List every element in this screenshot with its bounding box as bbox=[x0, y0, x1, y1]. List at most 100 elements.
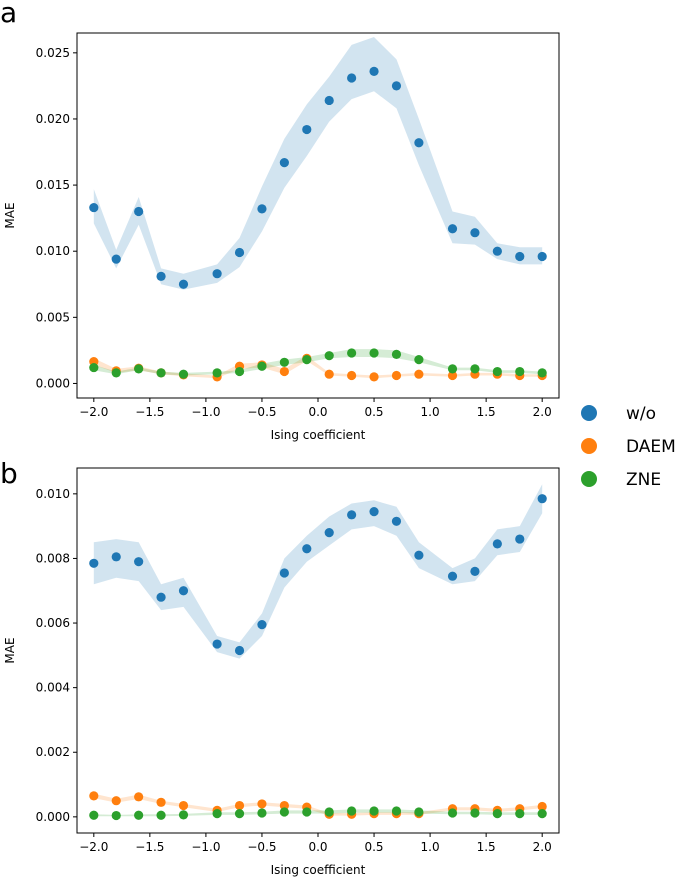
x-tick-label-b: 0.0 bbox=[308, 840, 327, 854]
y-tick-label-a: 0.010 bbox=[36, 244, 70, 258]
legend-marker-daem bbox=[581, 438, 597, 454]
band-wo-a bbox=[93, 37, 543, 290]
y-tick-label-b: 0.004 bbox=[36, 681, 70, 695]
point-wo-b bbox=[234, 645, 245, 656]
point-wo-b bbox=[391, 516, 402, 526]
point-wo-b bbox=[212, 639, 222, 649]
point-zne-a bbox=[302, 355, 312, 365]
point-wo-b bbox=[178, 586, 189, 596]
point-zne-a bbox=[212, 368, 222, 378]
legend-label-daem: DAEM bbox=[626, 437, 676, 457]
point-zne-b bbox=[302, 807, 312, 817]
point-wo-a bbox=[89, 202, 99, 213]
x-axis-label-b: Ising coefficient bbox=[271, 863, 366, 877]
legend-entry-zne: ZNE bbox=[581, 470, 661, 490]
point-zne-a bbox=[515, 366, 525, 377]
point-wo-b bbox=[324, 528, 334, 538]
point-wo-b bbox=[369, 507, 379, 517]
point-wo-a bbox=[369, 66, 379, 76]
x-tick-label-b: 1.5 bbox=[477, 840, 496, 854]
point-zne-b bbox=[111, 810, 121, 821]
point-zne-b bbox=[470, 808, 480, 818]
legend-entry-daem: DAEM bbox=[581, 437, 676, 457]
point-wo-b bbox=[134, 557, 144, 567]
point-zne-b bbox=[89, 810, 99, 820]
point-zne-b bbox=[212, 809, 222, 819]
point-daem-a bbox=[369, 372, 379, 382]
point-wo-a bbox=[414, 138, 424, 148]
band-daem-b bbox=[93, 793, 543, 816]
point-zne-b bbox=[279, 807, 289, 817]
y-tick-label-b: 0.010 bbox=[36, 487, 70, 501]
band-daem-a bbox=[93, 355, 543, 379]
point-zne-a bbox=[111, 368, 121, 378]
point-daem-b bbox=[156, 797, 166, 807]
point-zne-b bbox=[134, 810, 144, 820]
point-daem-b bbox=[257, 799, 267, 809]
point-wo-b bbox=[347, 510, 357, 520]
point-wo-b bbox=[156, 592, 166, 602]
x-tick-label-b: −2.0 bbox=[79, 840, 108, 854]
plot-frame-b bbox=[76, 467, 560, 834]
point-wo-a bbox=[391, 81, 402, 91]
x-tick-label-a: 1.0 bbox=[421, 405, 440, 419]
legend-entry-wo: w/o bbox=[581, 404, 656, 424]
x-axis-label-a: Ising coefficient bbox=[271, 428, 366, 442]
point-zne-b bbox=[156, 810, 166, 820]
y-tick-label-b: 0.002 bbox=[36, 745, 70, 759]
point-daem-b bbox=[234, 800, 245, 811]
point-zne-a bbox=[369, 348, 379, 358]
point-wo-a bbox=[470, 228, 480, 238]
y-tick-label-b: 0.000 bbox=[36, 810, 70, 824]
panel-label-a: a bbox=[0, 0, 17, 29]
y-tick-label-a: 0.015 bbox=[36, 178, 70, 192]
legend-label-wo: w/o bbox=[626, 404, 656, 424]
point-daem-b bbox=[89, 791, 99, 801]
point-wo-b bbox=[89, 558, 99, 568]
legend-label-zne: ZNE bbox=[626, 470, 661, 490]
point-daem-a bbox=[414, 369, 424, 379]
point-zne-b bbox=[347, 806, 357, 816]
point-zne-a bbox=[156, 368, 166, 378]
point-zne-b bbox=[447, 808, 458, 818]
x-tick-label-a: 2.0 bbox=[533, 405, 552, 419]
point-wo-b bbox=[515, 534, 525, 544]
point-wo-a bbox=[324, 95, 334, 106]
band-zne-b bbox=[93, 809, 543, 817]
point-zne-a bbox=[178, 369, 189, 379]
point-zne-a bbox=[447, 364, 458, 374]
point-wo-a bbox=[257, 204, 267, 214]
point-zne-a bbox=[391, 349, 402, 359]
point-wo-a bbox=[347, 73, 357, 83]
point-daem-b bbox=[537, 801, 547, 812]
band-wo-b bbox=[93, 484, 543, 659]
point-wo-b bbox=[470, 566, 480, 576]
point-wo-a bbox=[279, 158, 289, 168]
x-tick-label-b: −1.5 bbox=[135, 840, 164, 854]
x-tick-label-b: −1.0 bbox=[191, 840, 220, 854]
point-zne-b bbox=[369, 806, 379, 816]
y-tick-label-a: 0.025 bbox=[36, 46, 70, 60]
x-tick-label-b: −0.5 bbox=[247, 840, 276, 854]
x-tick-label-a: −2.0 bbox=[79, 405, 108, 419]
point-zne-a bbox=[414, 355, 424, 365]
point-daem-a bbox=[391, 370, 402, 381]
point-wo-b bbox=[279, 568, 289, 578]
point-zne-a bbox=[347, 348, 357, 358]
point-daem-b bbox=[111, 796, 121, 806]
point-wo-a bbox=[156, 271, 166, 281]
point-wo-a bbox=[212, 269, 222, 279]
plot-frame-a bbox=[76, 32, 560, 399]
y-axis-label-a: MAE bbox=[3, 202, 17, 228]
point-wo-b bbox=[302, 544, 312, 554]
point-zne-a bbox=[324, 351, 334, 361]
point-wo-a bbox=[492, 246, 502, 256]
point-daem-a bbox=[447, 370, 458, 381]
point-wo-a bbox=[134, 206, 144, 217]
x-tick-label-a: 0.0 bbox=[308, 405, 327, 419]
x-tick-label-a: −0.5 bbox=[247, 405, 276, 419]
point-wo-a bbox=[178, 279, 189, 289]
legend-marker-zne bbox=[581, 471, 597, 487]
x-tick-label-b: 2.0 bbox=[533, 840, 552, 854]
point-zne-a bbox=[234, 366, 245, 377]
